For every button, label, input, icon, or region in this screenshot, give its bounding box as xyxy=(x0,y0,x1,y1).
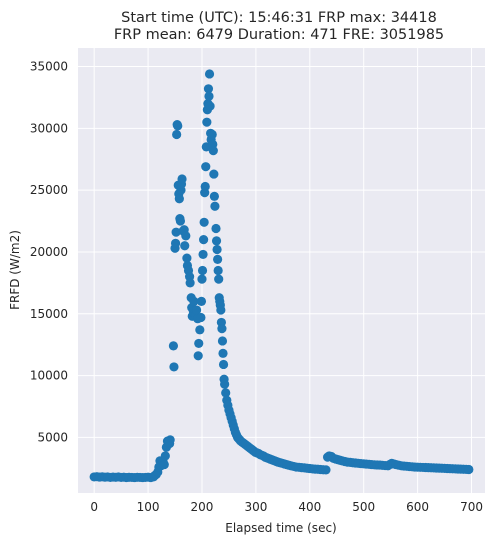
y-axis-label: FRFD (W/m2) xyxy=(8,230,22,310)
y-tick-label: 35000 xyxy=(30,60,68,74)
y-tick-label: 20000 xyxy=(30,245,68,259)
data-point xyxy=(182,253,192,263)
data-point xyxy=(200,181,210,192)
y-tick-label: 10000 xyxy=(30,369,68,383)
data-point xyxy=(213,254,223,264)
x-tick-label: 500 xyxy=(352,500,375,514)
data-point xyxy=(172,129,182,140)
data-point xyxy=(169,362,179,372)
data-point xyxy=(464,464,474,475)
data-point xyxy=(216,305,226,315)
x-tick-label: 400 xyxy=(298,500,321,514)
data-point xyxy=(194,338,204,349)
data-point xyxy=(197,265,208,276)
data-point xyxy=(180,241,190,251)
data-point xyxy=(196,296,207,307)
data-point xyxy=(208,145,218,156)
data-point xyxy=(202,117,212,127)
data-point xyxy=(181,231,191,241)
y-tick-label: 15000 xyxy=(30,307,68,321)
data-point xyxy=(213,265,223,276)
data-point xyxy=(205,101,215,111)
data-point xyxy=(177,174,187,184)
data-point xyxy=(197,274,207,284)
data-point xyxy=(196,312,206,323)
x-tick-label: 300 xyxy=(244,500,267,514)
data-point xyxy=(195,325,205,335)
data-point xyxy=(165,435,175,445)
x-axis-label: Elapsed time (sec) xyxy=(225,521,336,535)
x-tick-label: 700 xyxy=(460,500,483,514)
data-point xyxy=(199,217,209,227)
data-point xyxy=(217,336,228,346)
data-point xyxy=(168,341,179,351)
data-point xyxy=(321,465,331,475)
data-point xyxy=(220,379,230,389)
data-point xyxy=(174,194,184,204)
data-point xyxy=(221,388,231,398)
data-point xyxy=(199,234,209,245)
data-point xyxy=(209,169,219,179)
data-point xyxy=(173,121,183,131)
data-point xyxy=(211,223,221,234)
data-point xyxy=(193,351,203,361)
data-point xyxy=(203,84,214,94)
y-tick-label: 30000 xyxy=(30,121,68,135)
data-point xyxy=(218,348,228,358)
data-point xyxy=(159,459,169,470)
data-point xyxy=(207,129,217,140)
plot-area xyxy=(78,48,485,493)
data-point xyxy=(189,296,199,307)
data-point xyxy=(201,162,211,172)
data-point xyxy=(214,274,224,284)
data-point xyxy=(209,191,219,201)
data-point xyxy=(204,69,215,79)
chart-title-line2: FRP mean: 6479 Duration: 471 FRE: 305198… xyxy=(114,27,444,43)
y-tick-label: 5000 xyxy=(37,430,68,444)
y-tick-labels: 5000 10000 15000 20000 25000 30000 35000 xyxy=(30,60,68,445)
x-tick-label: 200 xyxy=(191,500,214,514)
data-point xyxy=(210,201,220,211)
data-point xyxy=(170,238,181,248)
data-point xyxy=(198,249,208,260)
data-point xyxy=(171,227,181,237)
data-points xyxy=(89,69,474,483)
x-tick-label: 100 xyxy=(137,500,160,514)
y-tick-label: 25000 xyxy=(30,183,68,197)
data-point xyxy=(218,359,229,370)
data-point xyxy=(204,91,214,101)
x-tick-label: 0 xyxy=(90,500,98,514)
chart-title-line1: Start time (UTC): 15:46:31 FRP max: 3441… xyxy=(121,10,437,26)
data-point xyxy=(185,278,195,288)
data-point xyxy=(212,244,222,255)
x-tick-labels: 0 100 200 300 400 500 600 700 xyxy=(90,500,483,514)
x-tick-label: 600 xyxy=(406,500,429,514)
data-point xyxy=(211,236,222,246)
data-point xyxy=(191,305,202,315)
data-point xyxy=(217,323,227,334)
data-point xyxy=(160,451,170,461)
data-point xyxy=(175,216,186,226)
